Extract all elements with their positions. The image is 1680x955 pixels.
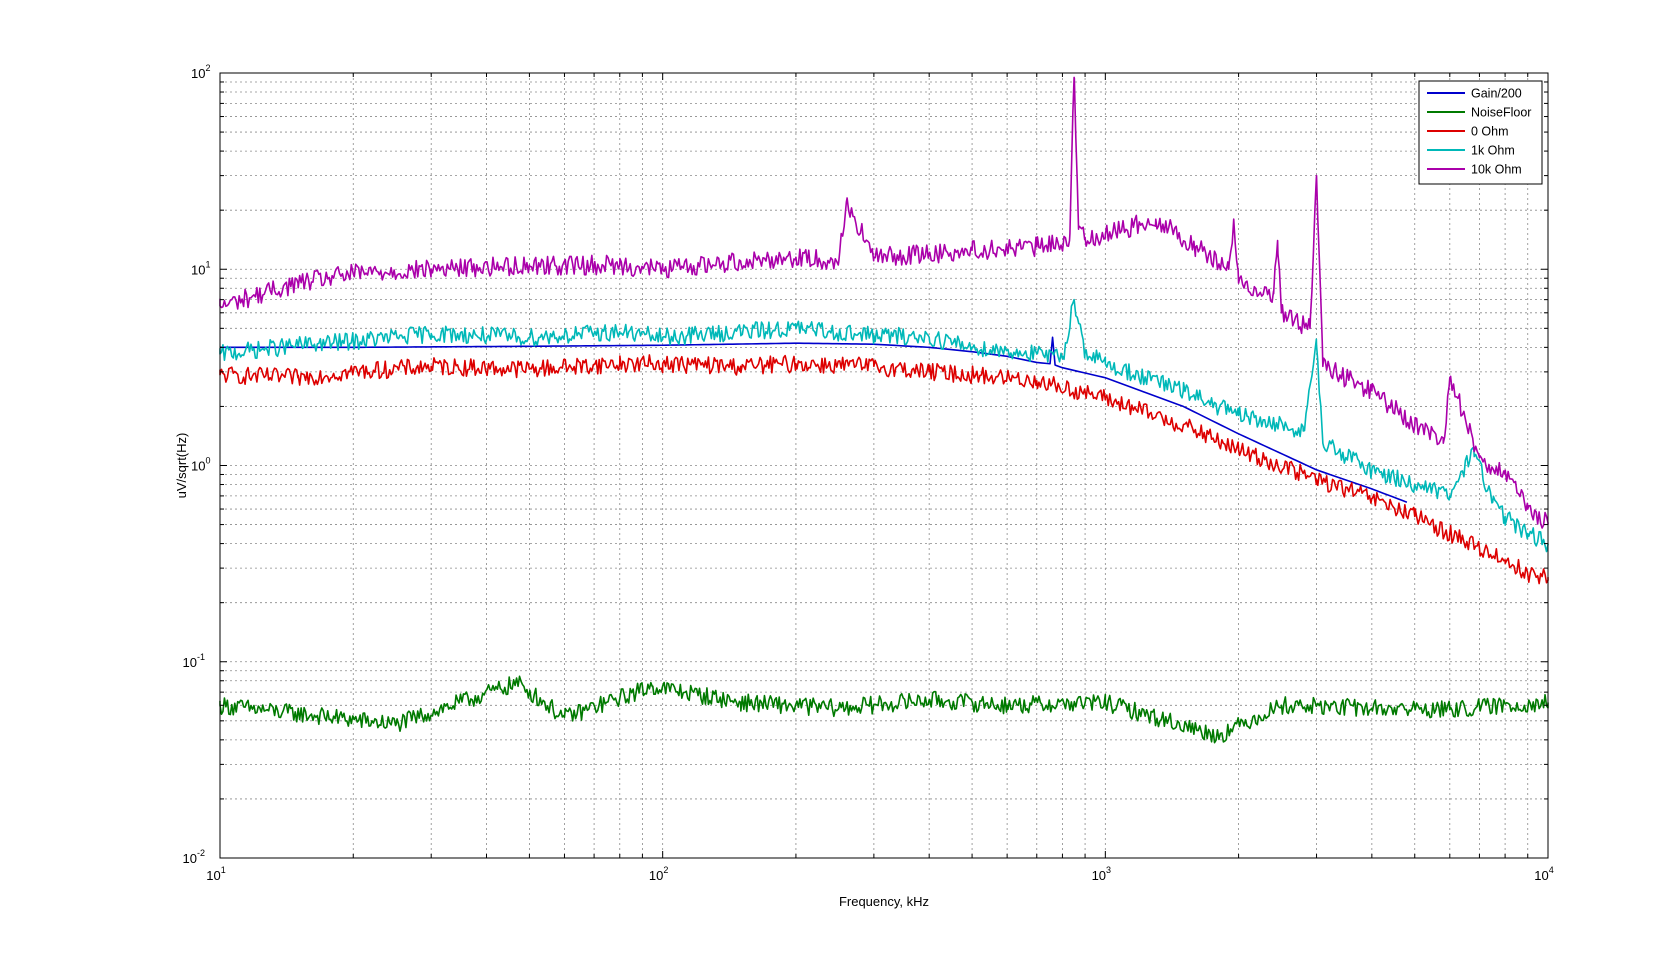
series-line-10k-ohm [219, 76, 1549, 529]
legend-entry-label: 10k Ohm [1471, 163, 1522, 177]
plot-area [220, 73, 1548, 858]
series-layer [219, 76, 1549, 744]
x-tick-base: 10 [1534, 868, 1548, 883]
x-tick-base: 10 [649, 868, 663, 883]
y-tick-label: 102 [191, 63, 210, 81]
y-tick-base: 10 [191, 459, 205, 474]
x-tick-label: 104 [1534, 865, 1553, 883]
series-line-gain-200 [220, 336, 1408, 503]
y-tick-exponent: 0 [205, 456, 210, 466]
y-tick-base: 10 [183, 655, 197, 670]
legend-entry-label: Gain/200 [1471, 87, 1522, 101]
y-tick-label: 100 [191, 456, 210, 474]
y-tick-exponent: -2 [197, 848, 205, 858]
y-axis-label: uV/sqrt(Hz) [174, 433, 189, 499]
y-tick-base: 10 [183, 851, 197, 866]
series-line-0-ohm [219, 354, 1549, 585]
x-tick-exponent: 1 [221, 865, 226, 875]
x-tick-exponent: 3 [1106, 865, 1111, 875]
legend: Gain/200 NoiseFloor 0 Ohm 1k Ohm 10k Ohm [1418, 80, 1543, 185]
grid-layer [220, 73, 1548, 858]
series-line-noisefloor [219, 675, 1549, 744]
x-tick-label: 102 [649, 865, 668, 883]
x-tick-base: 10 [1092, 868, 1106, 883]
x-tick-exponent: 4 [1549, 865, 1554, 875]
x-tick-label: 103 [1092, 865, 1111, 883]
y-tick-exponent: -1 [197, 652, 205, 662]
y-tick-base: 10 [191, 66, 205, 81]
x-tick-exponent: 2 [663, 865, 668, 875]
legend-entry-label: NoiseFloor [1471, 106, 1531, 120]
legend-entry-label: 1k Ohm [1471, 144, 1515, 158]
x-tick-base: 10 [206, 868, 220, 883]
x-axis-label: Frequency, kHz [839, 894, 929, 909]
y-tick-exponent: 1 [205, 259, 210, 269]
y-tick-base: 10 [191, 262, 205, 277]
label-layer: Frequency, kHz uV/sqrt(Hz) [174, 433, 929, 909]
x-tick-label: 101 [206, 865, 225, 883]
series-line-1k-ohm [219, 298, 1549, 553]
y-tick-label: 10-2 [183, 848, 205, 866]
legend-entry-label: 0 Ohm [1471, 125, 1509, 139]
y-tick-exponent: 2 [205, 63, 210, 73]
legend-box [1418, 80, 1543, 185]
y-tick-label: 10-1 [183, 652, 205, 670]
y-tick-label: 101 [191, 259, 210, 277]
